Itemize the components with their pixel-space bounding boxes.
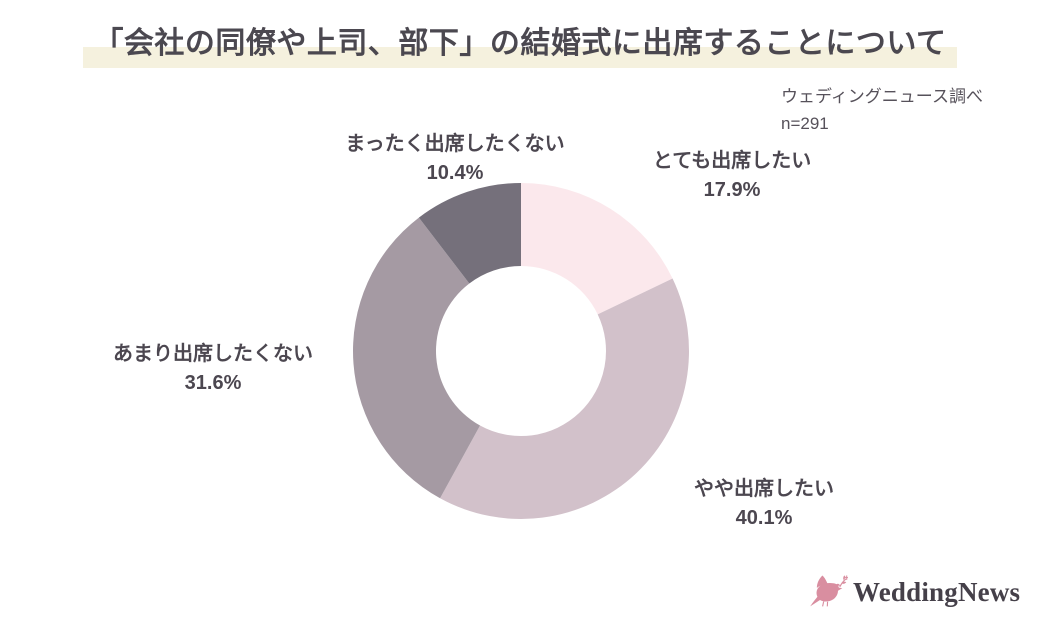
survey-source-line: ウェディングニュース調べ: [781, 87, 983, 106]
segment-percent: 17.9%: [703, 179, 761, 201]
segment-name: とても出席したい: [652, 150, 812, 172]
segment-name: やや出席したい: [694, 478, 834, 500]
segment-label-very-want-attend: とても出席したい 17.9%: [612, 147, 852, 205]
dove-icon: [810, 575, 848, 607]
segment-percent: 31.6%: [184, 372, 242, 394]
segment-label-somewhat-want-attend: やや出席したい 40.1%: [644, 475, 884, 533]
dove-sprig-leaves: [835, 575, 847, 586]
donut-chart: [353, 183, 689, 519]
segment-name: あまり出席したくない: [113, 343, 313, 365]
segment-percent: 10.4%: [426, 162, 484, 184]
segment-label-not-really-want-attend: あまり出席したくない 31.6%: [73, 340, 353, 398]
donut-segment: [418, 183, 521, 284]
segment-percent: 40.1%: [735, 507, 793, 529]
sparkle-icon: [844, 575, 848, 580]
logo-wordmark: WeddingNews: [853, 576, 1021, 607]
survey-source-note: ウェディングニュース調べ n=291: [781, 83, 983, 137]
dove-feet: [822, 601, 829, 607]
page-title-text: 「会社の同僚や上司、部下」の結婚式に出席することについて: [83, 24, 957, 68]
donut-segment: [521, 183, 673, 315]
segment-name: まったく出席したくない: [345, 133, 565, 155]
segment-label-not-at-all-want-attend: まったく出席したくない 10.4%: [315, 130, 595, 188]
donut-segment: [440, 278, 689, 519]
page-title: 「会社の同僚や上司、部下」の結婚式に出席することについて: [0, 24, 1040, 68]
donut-segment: [353, 217, 481, 499]
sample-size: n=291: [781, 114, 829, 133]
dove-wing: [816, 575, 829, 588]
dove-body: [810, 582, 843, 607]
wedding-news-logo: WeddingNews: [808, 573, 1020, 611]
